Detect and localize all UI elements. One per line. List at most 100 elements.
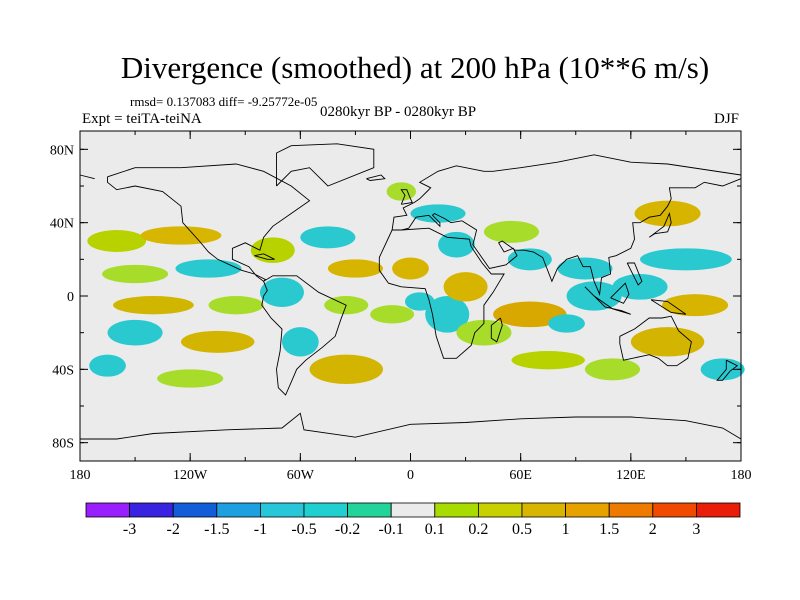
anomaly-patch	[175, 259, 242, 278]
anomaly-patch	[443, 272, 488, 302]
anomaly-patch	[309, 354, 383, 385]
coastline	[610, 282, 630, 304]
y-axis: 80N 40N 0 40S 80S	[50, 143, 741, 452]
anomaly-patch	[89, 354, 126, 377]
colorbar-label: -1.5	[204, 521, 229, 538]
coastline	[461, 178, 742, 296]
map-plot-area	[79, 130, 745, 462]
anomaly-patch	[612, 274, 668, 300]
colorbar-label: 0.5	[512, 521, 532, 538]
anomaly-patch	[662, 294, 729, 317]
anomaly-patch	[259, 277, 305, 308]
colorbar-swatch	[565, 502, 610, 518]
anomaly-patch	[507, 248, 552, 271]
season-label: DJF	[713, 111, 739, 127]
anomaly-patch	[511, 351, 585, 370]
y-tick-label: 80S	[52, 437, 74, 452]
x-tick-label: 120E	[616, 468, 646, 483]
anomaly-patch	[327, 259, 383, 278]
anomaly-patch	[630, 327, 705, 357]
colorbar: -3 -2 -1.5 -1 -0.5 -0.2 -0.1 0.1 0.2 0.5 1 1.5 2 3	[85, 502, 741, 538]
colorbar-label: 1.5	[599, 521, 619, 538]
colorbar-label: -0.5	[291, 521, 316, 538]
x-tick-label: 180	[731, 468, 752, 483]
coastline	[650, 299, 687, 315]
colorbar-swatch	[303, 502, 348, 518]
anomaly-patch	[157, 369, 224, 388]
coastline	[391, 154, 742, 231]
experiment-label: Expt = teiTA-teiNA	[82, 111, 202, 127]
coastline	[490, 317, 503, 343]
period-label: 0280kyr BP - 0280kyr BP	[320, 104, 477, 120]
coastline	[648, 211, 672, 238]
colorbar-label: -0.2	[335, 521, 360, 538]
x-tick-label: 60E	[509, 468, 532, 483]
anomaly-patch	[113, 296, 194, 315]
colorbar-label: 0.1	[425, 521, 445, 538]
coastline	[254, 253, 275, 260]
coastline	[366, 174, 386, 181]
coastline	[619, 315, 692, 367]
colorbar-swatch	[129, 502, 174, 518]
anomaly-patch	[392, 257, 429, 280]
chart-title: Divergence (smoothed) at 200 hPa (10**6 …	[120, 50, 710, 85]
coastline	[107, 163, 311, 282]
colorbar-swatch	[477, 502, 523, 518]
x-axis: 180 120W 60W 0 60E 120E 180	[70, 131, 752, 483]
y-tick-label: 80N	[50, 143, 74, 158]
anomaly-patch	[483, 220, 540, 243]
colorbar-swatch	[259, 502, 305, 518]
anomaly-patch	[493, 301, 567, 328]
coastline	[626, 262, 643, 286]
anomaly-patch	[208, 296, 264, 315]
coastline	[276, 143, 375, 187]
anomaly-patch	[584, 358, 641, 381]
anomaly-patch	[640, 248, 732, 271]
anomaly-patch	[140, 226, 222, 245]
anomaly-patch	[102, 264, 169, 284]
anomaly-patch	[425, 296, 470, 333]
anomaly-patch	[370, 305, 415, 324]
colorbar-label: 0.2	[468, 521, 488, 538]
coastline	[716, 359, 739, 381]
colorbar-label: -2	[167, 521, 180, 538]
colorbar-swatch	[347, 502, 392, 518]
anomaly-patch	[87, 230, 147, 252]
colorbar-label: 1	[562, 521, 570, 538]
anomaly-patch	[386, 182, 417, 201]
y-tick-label: 40N	[50, 217, 74, 232]
y-tick-label: 40S	[52, 363, 74, 378]
coastline	[79, 174, 95, 180]
x-tick-label: 60W	[287, 468, 315, 483]
coastline	[261, 275, 347, 396]
colorbar-label: 2	[649, 521, 657, 538]
colorbar-swatch	[85, 502, 130, 518]
anomaly-patch	[180, 330, 255, 353]
colorbar-swatch	[521, 502, 566, 518]
colorbar-swatch	[652, 502, 697, 518]
x-tick-label: 0	[407, 468, 414, 483]
anomaly-patch	[438, 231, 475, 258]
x-tick-label: 120W	[173, 468, 208, 483]
y-tick-label: 0	[67, 290, 74, 305]
anomaly-patch	[404, 292, 435, 311]
coastline-layer	[79, 143, 742, 440]
colorbar-swatch	[434, 502, 479, 518]
anomaly-patch	[107, 319, 163, 346]
anomaly-patch	[548, 314, 585, 333]
stats-text: rmsd= 0.137083 diff= -9.25772e-05	[130, 94, 318, 109]
colorbar-label: -0.1	[379, 521, 404, 538]
anomaly-patch	[634, 200, 701, 227]
anomaly-patch	[281, 327, 319, 357]
coastline	[401, 212, 462, 231]
coastline	[378, 227, 505, 359]
colorbar-label: -3	[123, 521, 136, 538]
colorbar-swatch	[608, 502, 654, 518]
colorbar-swatch	[172, 502, 218, 518]
colorbar-swatch	[216, 502, 261, 518]
anomaly-patch	[557, 257, 613, 280]
colorbar-label: 3	[692, 521, 700, 538]
coastline	[584, 286, 631, 315]
anomaly-patch	[410, 204, 466, 223]
